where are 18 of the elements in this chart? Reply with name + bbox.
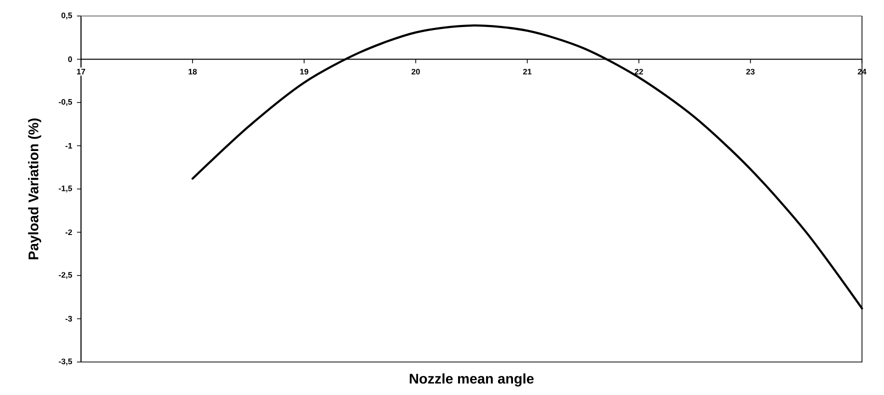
x-tick-label: 18 (188, 68, 197, 75)
x-tick-label: 17 (77, 68, 86, 74)
y-tick-label: -1,5 (58, 186, 72, 192)
x-tick-label: 22 (634, 68, 643, 74)
x-tick-label: 23 (746, 68, 755, 75)
y-tick-label: -2 (66, 229, 72, 236)
x-tick-label: 21 (523, 68, 532, 74)
y-tick-label: -3,5 (58, 358, 72, 366)
y-tick-label: -0,5 (58, 99, 72, 106)
y-tick-label: 0,5 (61, 12, 72, 20)
x-tick-label: 20 (412, 68, 420, 75)
y-tick-label: -2,5 (58, 272, 72, 279)
y-tick-label: -3 (66, 316, 72, 322)
x-tick-label: 19 (300, 68, 308, 75)
y-tick-label: -1 (66, 142, 72, 148)
y-tick-label: 0 (68, 56, 72, 62)
y-axis-title: Payload Variation (%) (28, 118, 42, 260)
x-axis-title: Nozzle mean angle (410, 373, 534, 386)
